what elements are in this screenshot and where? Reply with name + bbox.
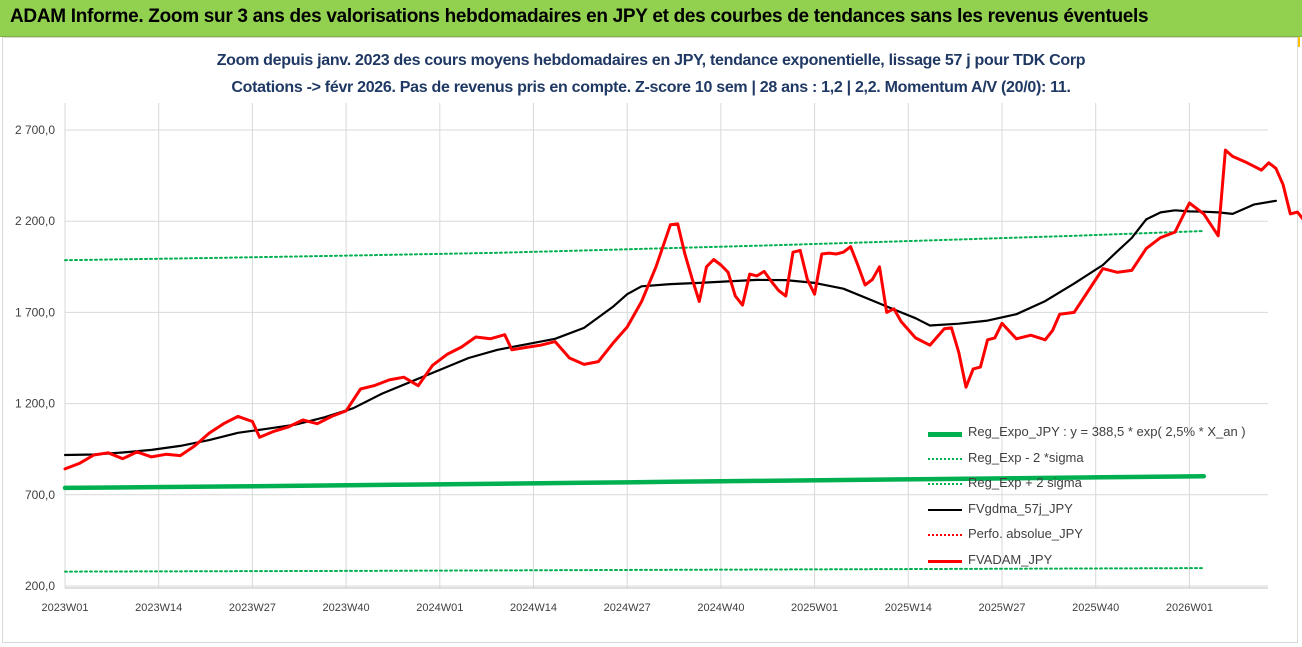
x-tick-label: 2023W14 <box>135 602 182 614</box>
accent-bar <box>1296 37 1300 47</box>
x-tick-label: 2025W14 <box>885 602 932 614</box>
series-line-1 <box>64 567 1205 573</box>
chart-frame <box>2 37 1298 643</box>
report-banner: ADAM Informe. Zoom sur 3 ans des valoris… <box>0 0 1302 37</box>
series-line-5 <box>63 148 1302 471</box>
y-tick-label: 700,0 <box>25 488 55 502</box>
series-line-0 <box>62 473 1207 491</box>
chart-subtitle: Cotations -> févr 2026. Pas de revenus p… <box>231 79 1071 96</box>
y-tick-label: 200,0 <box>25 579 55 593</box>
report-title: ADAM Informe. Zoom sur 3 ans des valoris… <box>10 6 1149 27</box>
chart-legend: Reg_Expo_JPY : y = 388,5 * exp( 2,5% * X… <box>928 420 1268 573</box>
legend-label: FVgdma_57j_JPY <box>968 500 1073 516</box>
legend-swatch <box>928 508 962 511</box>
series-line-3 <box>63 199 1277 457</box>
x-tick-label: 2025W27 <box>978 602 1025 614</box>
y-tick-label: 1 700,0 <box>15 305 55 319</box>
legend-label: Reg_Expo_JPY : y = 388,5 * exp( 2,5% * X… <box>968 424 1246 439</box>
x-tick-label: 2024W27 <box>604 602 651 614</box>
legend-swatch <box>928 559 962 563</box>
legend-label: Reg_Exp - 2 *sigma <box>968 449 1084 465</box>
legend-item: Reg_Exp - 2 *sigma <box>928 446 1268 472</box>
legend-swatch <box>928 432 962 437</box>
legend-label: Perfo. absolue_JPY <box>968 526 1083 541</box>
x-tick-label: 2023W40 <box>323 602 370 614</box>
legend-swatch <box>928 534 962 536</box>
legend-label: FVADAM_JPY <box>968 551 1053 567</box>
x-tick-label: 2025W01 <box>791 602 838 614</box>
legend-swatch <box>928 483 962 485</box>
x-tick-label: 2024W14 <box>510 602 557 614</box>
legend-swatch <box>928 457 962 460</box>
x-tick-label: 2023W27 <box>229 602 276 614</box>
legend-item: Reg_Exp + 2 sigma <box>928 471 1268 497</box>
x-tick-label: 2025W40 <box>1072 602 1119 614</box>
x-tick-label: 2024W40 <box>697 602 744 614</box>
y-tick-label: 1 200,0 <box>15 397 55 411</box>
x-tick-label: 2023W01 <box>41 602 88 614</box>
chart-title: Zoom depuis janv. 2023 des cours moyens … <box>216 52 1086 69</box>
legend-item: FVgdma_57j_JPY <box>928 497 1268 523</box>
legend-item: Reg_Expo_JPY : y = 388,5 * exp( 2,5% * X… <box>928 420 1268 446</box>
y-tick-label: 2 700,0 <box>15 123 55 137</box>
legend-item: Perfo. absolue_JPY <box>928 522 1268 548</box>
legend-label: Reg_Exp + 2 sigma <box>968 475 1082 490</box>
series-line-2 <box>64 230 1205 262</box>
y-tick-label: 2 200,0 <box>15 214 55 228</box>
x-tick-label: 2024W01 <box>416 602 463 614</box>
x-tick-label: 2026W01 <box>1166 602 1213 614</box>
legend-item: FVADAM_JPY <box>928 548 1268 574</box>
